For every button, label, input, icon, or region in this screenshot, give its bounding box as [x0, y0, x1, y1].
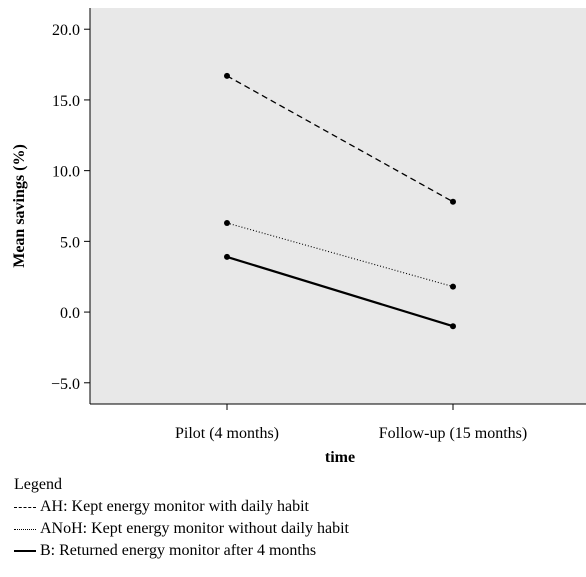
y-axis-label: Mean savings (%) [11, 144, 28, 268]
legend: Legend AH: Kept energy monitor with dail… [14, 474, 349, 562]
series-line-anoh [226, 222, 454, 288]
data-point-b [450, 323, 456, 330]
series-line-b [226, 255, 454, 328]
line-chart: 20.0 15.0 10.0 5.0 0.0 −5.0 Pilot (4 months) F… [11, 8, 586, 466]
x-tick-label: Follow-up (15 months) [379, 425, 527, 442]
y-tick-label: 0.0 [60, 305, 80, 322]
series-line-ah [226, 75, 454, 203]
legend-label-b: B: Returned energy monitor after 4 month… [40, 542, 317, 559]
y-tick-label: 5.0 [60, 234, 80, 251]
data-point-ah [224, 72, 230, 79]
legend-title: Legend [14, 476, 62, 493]
legend-label-ah: AH: Kept energy monitor with daily habit [40, 498, 309, 515]
legend-swatch-solid [14, 550, 36, 552]
x-axis-label: time [325, 449, 355, 466]
legend-swatch-dotted [14, 528, 36, 530]
legend-swatch-dashed [14, 506, 36, 508]
y-tick-label: 15.0 [52, 93, 80, 110]
plot-area [90, 8, 586, 404]
y-tick-label: 10.0 [52, 164, 80, 181]
x-tick-label: Pilot (4 months) [175, 425, 279, 442]
data-point-b [224, 253, 230, 260]
legend-item-anoh: ANoH: Kept energy monitor without daily … [14, 518, 349, 540]
legend-item-ah: AH: Kept energy monitor with daily habit [14, 496, 349, 518]
data-point-anoh [224, 219, 230, 226]
legend-item-b: B: Returned energy monitor after 4 month… [14, 540, 349, 562]
data-point-ah [450, 198, 456, 205]
legend-label-anoh: ANoH: Kept energy monitor without daily … [40, 520, 349, 537]
y-tick-label: 20.0 [52, 22, 80, 39]
data-point-anoh [450, 283, 456, 290]
y-tick-label: −5.0 [51, 376, 80, 393]
